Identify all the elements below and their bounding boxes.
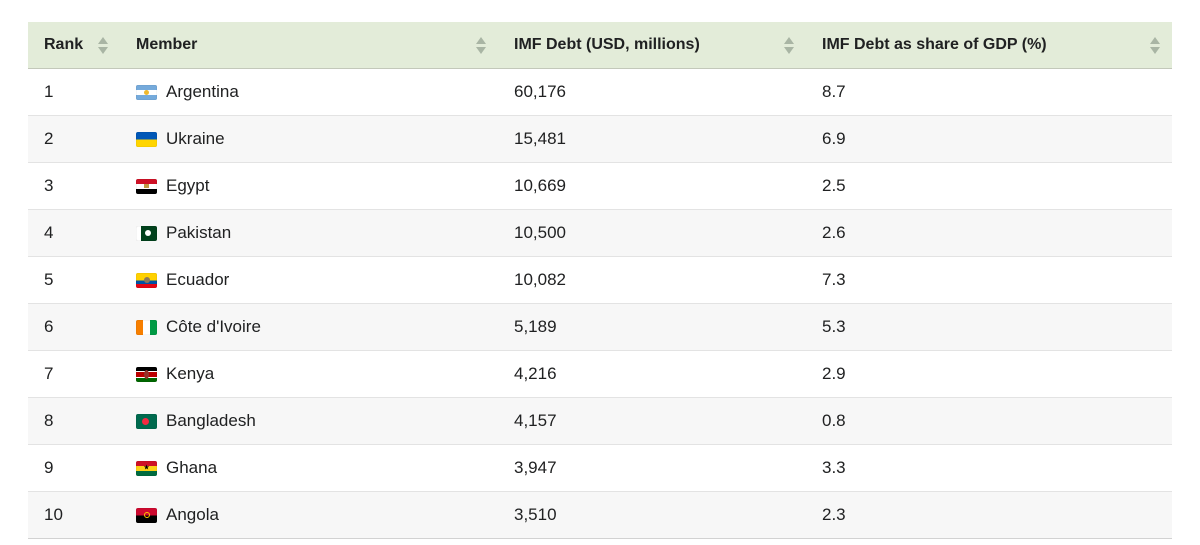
rank-cell: 3 bbox=[28, 163, 120, 210]
debt-cell: 60,176 bbox=[498, 69, 806, 116]
member-cell: Ukraine bbox=[120, 116, 498, 163]
rank-cell: 9 bbox=[28, 445, 120, 492]
table-row: 10 Angola 3,510 2.3 bbox=[28, 492, 1172, 539]
sort-up-down-arrows-icon[interactable] bbox=[98, 36, 108, 54]
member-cell: Pakistan bbox=[120, 210, 498, 257]
member-name: Côte d'Ivoire bbox=[166, 317, 261, 336]
debt-cell: 4,157 bbox=[498, 398, 806, 445]
ghana-flag-icon bbox=[136, 460, 157, 476]
table-body: 1 Argentina 60,176 8.7 2 Ukraine 15,481 … bbox=[28, 69, 1172, 539]
rank-cell: 8 bbox=[28, 398, 120, 445]
cote-divoire-flag-icon bbox=[136, 319, 157, 335]
column-header-member-label: Member bbox=[136, 36, 198, 53]
table-row: 3 Egypt 10,669 2.5 bbox=[28, 163, 1172, 210]
debt-cell: 15,481 bbox=[498, 116, 806, 163]
gdp-share-cell: 2.9 bbox=[806, 351, 1172, 398]
column-header-rank[interactable]: Rank bbox=[28, 22, 120, 69]
gdp-share-cell: 7.3 bbox=[806, 257, 1172, 304]
debt-cell: 10,669 bbox=[498, 163, 806, 210]
argentina-flag-icon bbox=[136, 84, 157, 100]
debt-cell: 4,216 bbox=[498, 351, 806, 398]
member-cell: Ecuador bbox=[120, 257, 498, 304]
table-row: 4 Pakistan 10,500 2.6 bbox=[28, 210, 1172, 257]
member-cell: Ghana bbox=[120, 445, 498, 492]
gdp-share-cell: 5.3 bbox=[806, 304, 1172, 351]
column-header-gdp-share[interactable]: IMF Debt as share of GDP (%) bbox=[806, 22, 1172, 69]
debt-cell: 3,510 bbox=[498, 492, 806, 539]
member-cell: Bangladesh bbox=[120, 398, 498, 445]
gdp-share-cell: 8.7 bbox=[806, 69, 1172, 116]
angola-flag-icon bbox=[136, 507, 157, 523]
column-header-imf-debt[interactable]: IMF Debt (USD, millions) bbox=[498, 22, 806, 69]
gdp-share-cell: 2.3 bbox=[806, 492, 1172, 539]
table-row: 5 Ecuador 10,082 7.3 bbox=[28, 257, 1172, 304]
gdp-share-cell: 3.3 bbox=[806, 445, 1172, 492]
sort-up-down-arrows-icon[interactable] bbox=[784, 36, 794, 54]
debt-cell: 3,947 bbox=[498, 445, 806, 492]
member-name: Egypt bbox=[166, 176, 210, 195]
debt-cell: 5,189 bbox=[498, 304, 806, 351]
table-row: 8 Bangladesh 4,157 0.8 bbox=[28, 398, 1172, 445]
rank-cell: 1 bbox=[28, 69, 120, 116]
egypt-flag-icon bbox=[136, 178, 157, 194]
member-name: Pakistan bbox=[166, 223, 232, 242]
member-name: Ecuador bbox=[166, 270, 230, 289]
gdp-share-cell: 2.6 bbox=[806, 210, 1172, 257]
member-name: Kenya bbox=[166, 364, 215, 383]
member-name: Bangladesh bbox=[166, 411, 256, 430]
kenya-flag-icon bbox=[136, 366, 157, 382]
sort-up-down-arrows-icon[interactable] bbox=[1150, 36, 1160, 54]
bangladesh-flag-icon bbox=[136, 413, 157, 429]
column-header-gdp-share-label: IMF Debt as share of GDP (%) bbox=[822, 36, 1047, 53]
ukraine-flag-icon bbox=[136, 131, 157, 147]
sort-up-down-arrows-icon[interactable] bbox=[476, 36, 486, 54]
member-cell: Kenya bbox=[120, 351, 498, 398]
column-header-rank-label: Rank bbox=[44, 36, 84, 53]
rank-cell: 4 bbox=[28, 210, 120, 257]
table-row: 6 Côte d'Ivoire 5,189 5.3 bbox=[28, 304, 1172, 351]
table-row: 7 Kenya 4,216 2.9 bbox=[28, 351, 1172, 398]
column-header-imf-debt-label: IMF Debt (USD, millions) bbox=[514, 36, 700, 53]
ecuador-flag-icon bbox=[136, 272, 157, 288]
member-cell: Argentina bbox=[120, 69, 498, 116]
member-name: Ukraine bbox=[166, 129, 225, 148]
member-name: Ghana bbox=[166, 458, 218, 477]
rank-cell: 5 bbox=[28, 257, 120, 304]
table-row: 2 Ukraine 15,481 6.9 bbox=[28, 116, 1172, 163]
rank-cell: 7 bbox=[28, 351, 120, 398]
gdp-share-cell: 2.5 bbox=[806, 163, 1172, 210]
header-row: Rank Member IMF Debt (USD, millions) bbox=[28, 22, 1172, 69]
imf-debt-table: Rank Member IMF Debt (USD, millions) bbox=[28, 22, 1172, 539]
pakistan-flag-icon bbox=[136, 225, 157, 241]
table-row: 1 Argentina 60,176 8.7 bbox=[28, 69, 1172, 116]
column-header-member[interactable]: Member bbox=[120, 22, 498, 69]
member-cell: Angola bbox=[120, 492, 498, 539]
debt-cell: 10,082 bbox=[498, 257, 806, 304]
table-header: Rank Member IMF Debt (USD, millions) bbox=[28, 22, 1172, 69]
gdp-share-cell: 6.9 bbox=[806, 116, 1172, 163]
table-row: 9 Ghana 3,947 3.3 bbox=[28, 445, 1172, 492]
rank-cell: 6 bbox=[28, 304, 120, 351]
rank-cell: 2 bbox=[28, 116, 120, 163]
member-name: Argentina bbox=[166, 82, 239, 101]
gdp-share-cell: 0.8 bbox=[806, 398, 1172, 445]
member-cell: Egypt bbox=[120, 163, 498, 210]
rank-cell: 10 bbox=[28, 492, 120, 539]
debt-cell: 10,500 bbox=[498, 210, 806, 257]
member-name: Angola bbox=[166, 505, 219, 524]
member-cell: Côte d'Ivoire bbox=[120, 304, 498, 351]
